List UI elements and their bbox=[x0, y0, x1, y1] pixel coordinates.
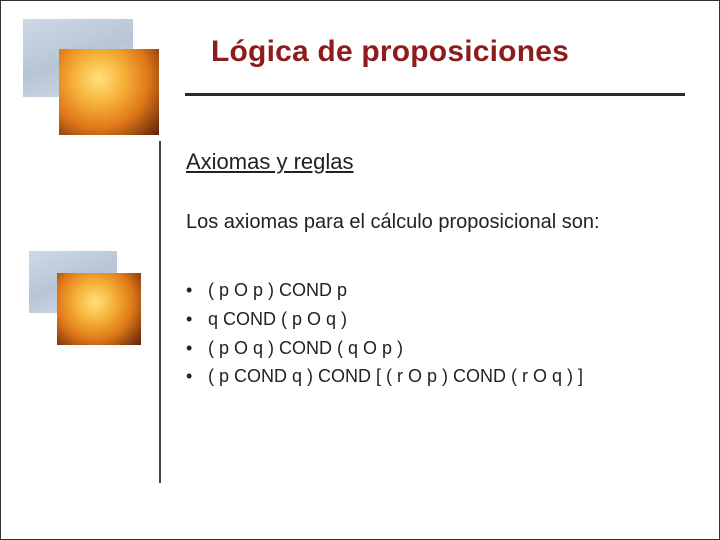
list-item: ( p O q ) COND ( q O p ) bbox=[186, 334, 676, 363]
list-item: q COND ( p O q ) bbox=[186, 305, 676, 334]
decorative-rect-warm bbox=[57, 273, 141, 345]
list-item: ( p O p ) COND p bbox=[186, 276, 676, 305]
decorative-graphic-top bbox=[23, 19, 163, 137]
intro-text: Los axiomas para el cálculo proposiciona… bbox=[186, 209, 676, 236]
content-area: Axiomas y reglas Los axiomas para el cál… bbox=[186, 149, 676, 391]
slide-title: Lógica de proposiciones bbox=[211, 35, 691, 69]
vertical-divider bbox=[159, 141, 161, 483]
section-heading: Axiomas y reglas bbox=[186, 149, 676, 175]
decorative-graphic-left bbox=[29, 251, 147, 353]
list-item: ( p COND q ) COND [ ( r O p ) COND ( r O… bbox=[186, 362, 676, 391]
axiom-list: ( p O p ) COND p q COND ( p O q ) ( p O … bbox=[186, 276, 676, 391]
slide: Lógica de proposiciones Axiomas y reglas… bbox=[0, 0, 720, 540]
decorative-rect-warm bbox=[59, 49, 159, 135]
title-underline-rule bbox=[185, 93, 685, 96]
